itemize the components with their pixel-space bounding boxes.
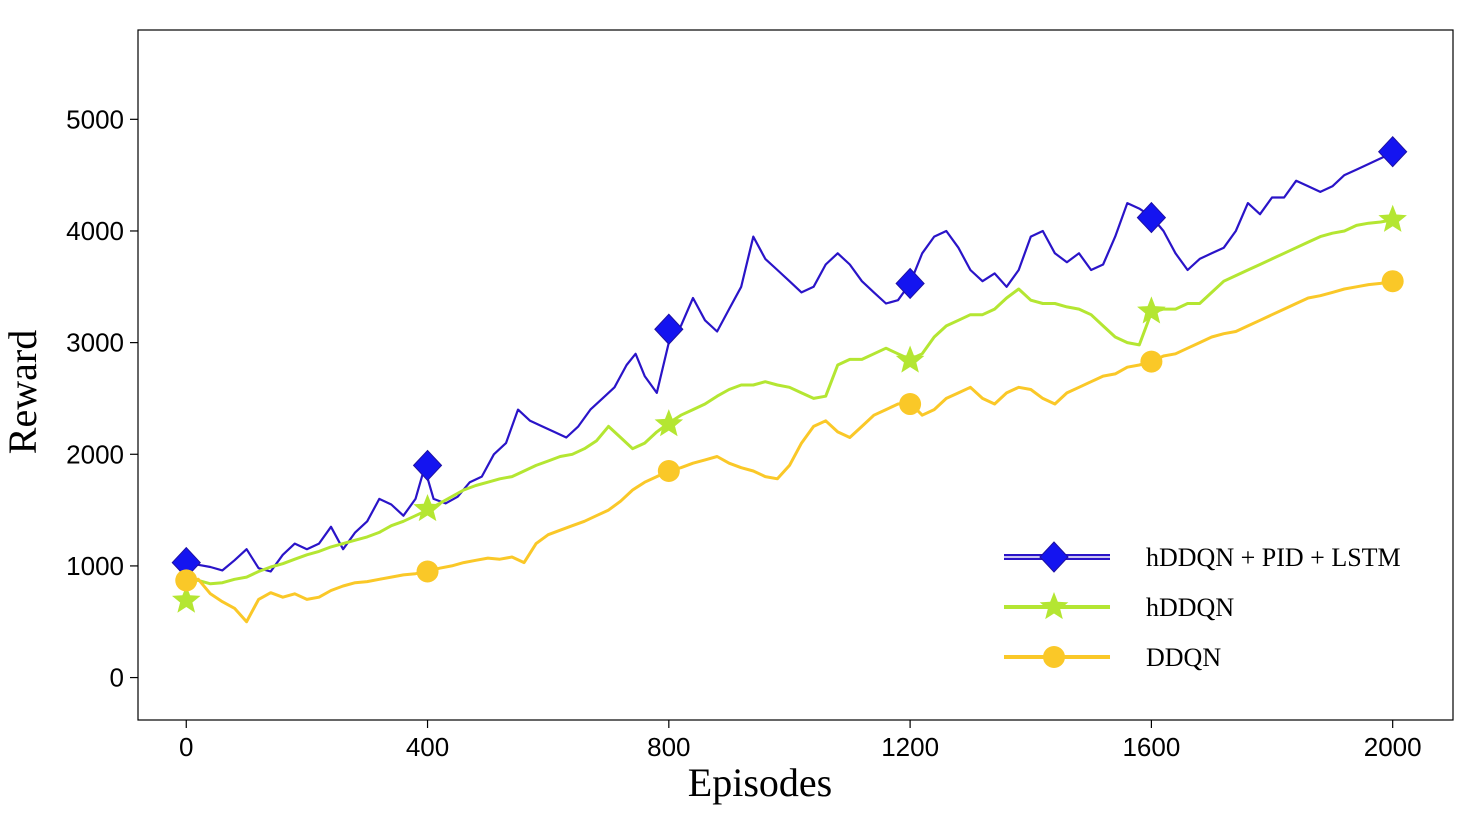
y-tick-label: 4000 <box>66 216 124 246</box>
legend-label-2: DDQN <box>1146 643 1221 672</box>
x-tick-label: 0 <box>179 732 193 762</box>
series-2-marker <box>899 393 922 416</box>
x-tick-label: 1600 <box>1122 732 1180 762</box>
series-2-marker <box>416 560 439 583</box>
series-1-marker <box>172 585 201 613</box>
legend: hDDQN + PID + LSTM hDDQN DDQN <box>1004 541 1401 672</box>
x-axis: 0 400 800 1200 1600 2000 <box>179 720 1422 762</box>
series-0-marker <box>412 449 443 482</box>
series-line-2 <box>186 279 1393 624</box>
x-tick-label: 1200 <box>881 732 939 762</box>
series-line-1 <box>186 218 1393 586</box>
y-axis-title: Reward <box>0 330 45 454</box>
y-axis: 0 1000 2000 3000 4000 5000 <box>66 104 138 693</box>
plot-frame <box>137 29 1454 721</box>
series-0-marker <box>1377 135 1408 168</box>
series-1-marker <box>1378 204 1407 232</box>
y-tick-label: 0 <box>110 663 124 693</box>
series-2-marker <box>175 569 198 592</box>
series-0-marker <box>895 267 925 300</box>
y-tick-label: 5000 <box>66 104 124 134</box>
y-tick-label: 1000 <box>66 551 124 581</box>
series-0-marker <box>1136 201 1167 234</box>
series-1-marker <box>895 345 925 373</box>
x-tick-label: 400 <box>406 732 449 762</box>
x-tick-label: 800 <box>647 732 690 762</box>
legend-label-0: hDDQN + PID + LSTM <box>1146 543 1401 572</box>
legend-marker-0 <box>1039 541 1069 573</box>
legend-marker-2 <box>1043 646 1065 668</box>
series-line-0 <box>186 151 1394 573</box>
x-axis-title: Episodes <box>688 760 832 805</box>
series-0-marker <box>654 313 684 345</box>
series-2-marker <box>1140 350 1163 373</box>
y-tick-label: 3000 <box>66 328 124 358</box>
marker-layer <box>171 135 1408 613</box>
series-1-marker <box>654 409 684 437</box>
series-1-marker <box>1137 296 1166 324</box>
legend-label-1: hDDQN <box>1146 593 1234 622</box>
y-tick-label: 2000 <box>66 439 124 469</box>
series-1-marker <box>413 494 442 522</box>
x-tick-label: 2000 <box>1364 732 1422 762</box>
series-layer <box>186 151 1394 624</box>
series-2-marker <box>1381 270 1404 293</box>
legend-marker-1 <box>1039 592 1069 620</box>
series-2-marker <box>657 460 680 483</box>
